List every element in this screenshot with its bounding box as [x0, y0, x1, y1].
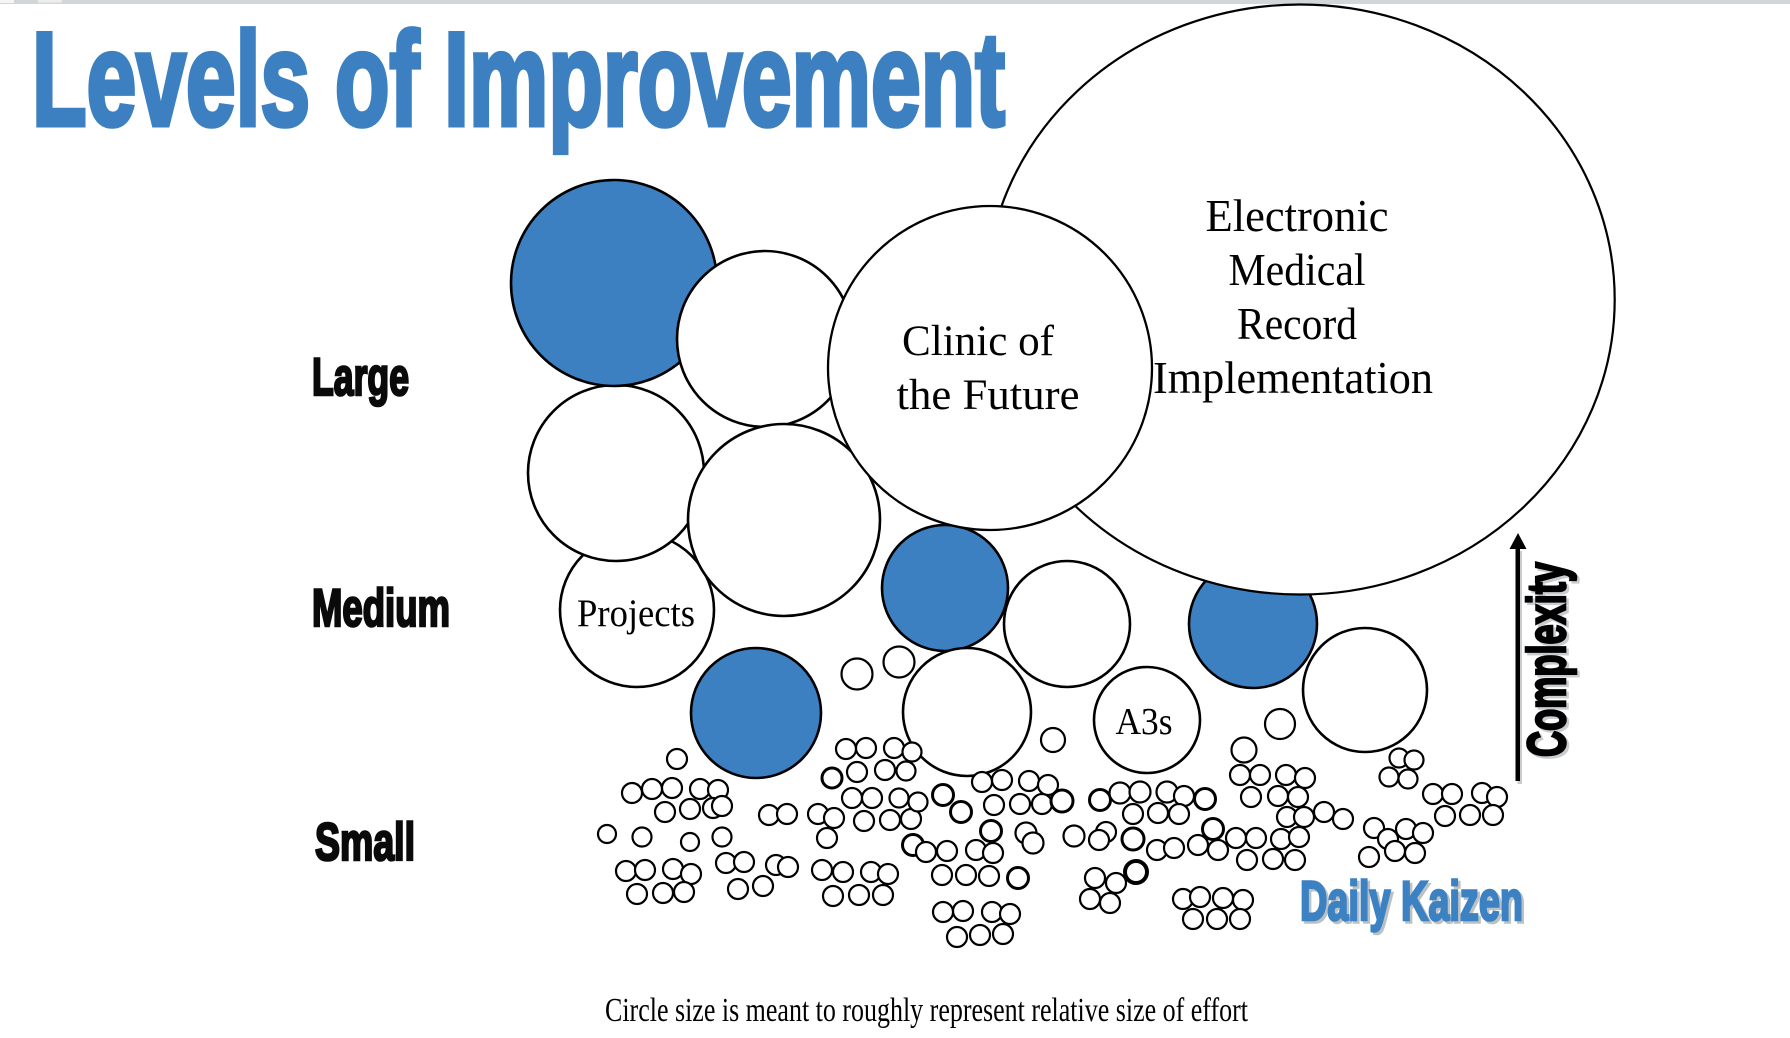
svg-text:Implementation: Implementation: [1153, 352, 1433, 403]
svg-text:Medical: Medical: [1229, 244, 1366, 295]
svg-text:Complexity: Complexity: [1520, 565, 1580, 760]
svg-text:Large: Large: [312, 348, 409, 407]
svg-text:A3s: A3s: [1116, 701, 1173, 743]
svg-text:Projects: Projects: [577, 592, 695, 635]
svg-text:Daily Kaizen: Daily Kaizen: [1300, 869, 1523, 932]
svg-text:Levels of Improvement: Levels of Improvement: [32, 6, 1005, 154]
svg-text:Small: Small: [315, 813, 415, 872]
svg-text:Medium: Medium: [312, 579, 450, 638]
svg-text:the Future: the Future: [897, 372, 1080, 419]
svg-text:Complexity: Complexity: [1517, 562, 1577, 757]
svg-text:Circle size is meant to roughl: Circle size is meant to roughly represen…: [605, 992, 1248, 1029]
svg-text:Clinic of: Clinic of: [902, 318, 1055, 365]
svg-text:Electronic: Electronic: [1206, 190, 1389, 241]
svg-text:Daily Kaizen: Daily Kaizen: [1303, 872, 1526, 935]
svg-text:Record: Record: [1237, 298, 1357, 349]
